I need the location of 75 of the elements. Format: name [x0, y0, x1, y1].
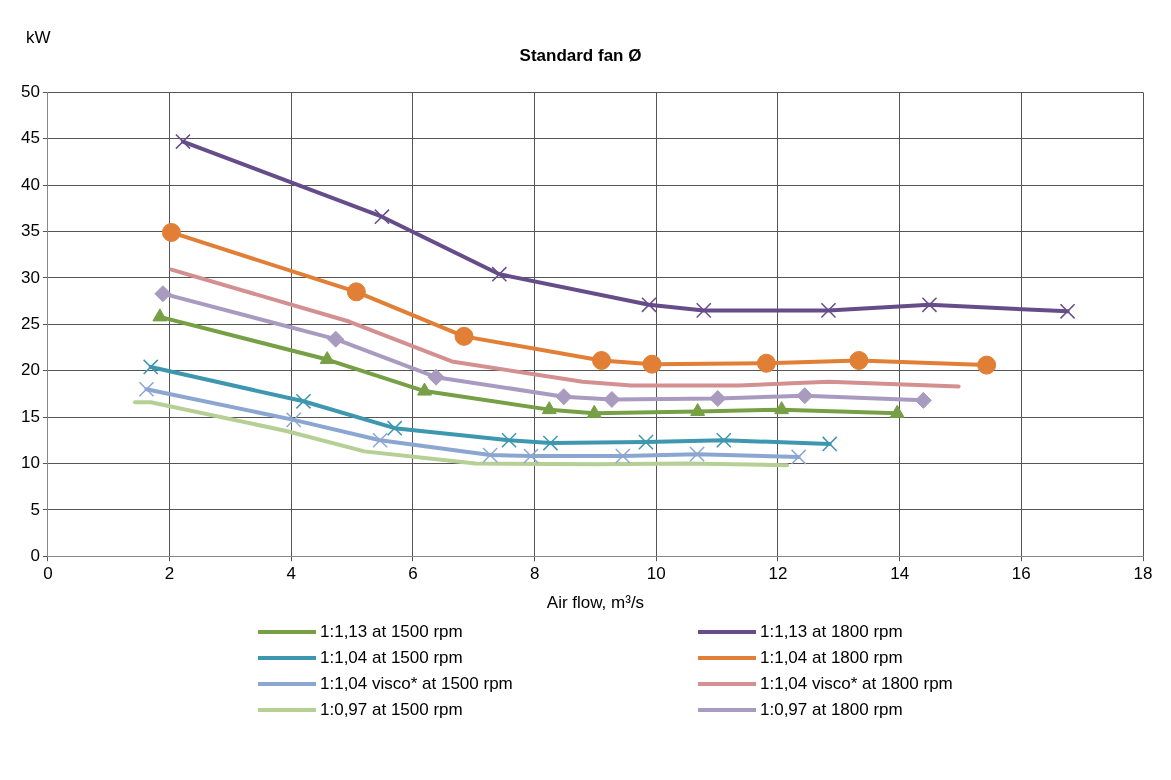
point [709, 390, 727, 408]
x-tick-label: 4 [286, 564, 296, 584]
x-tick-label: 16 [1011, 564, 1031, 584]
point [372, 432, 388, 449]
point [374, 208, 390, 225]
legend-label: 1:1,04 at 1500 rpm [320, 648, 463, 668]
y-tick-label: 5 [30, 499, 40, 519]
x-tick-label: 0 [43, 564, 53, 584]
point [285, 412, 302, 428]
x-tick-label: 12 [768, 564, 788, 584]
y-tick-label: 45 [20, 128, 40, 148]
point [327, 330, 345, 348]
point [642, 354, 662, 374]
point [689, 446, 705, 462]
point [523, 448, 539, 464]
x-tick-label: 8 [529, 564, 540, 584]
point [921, 297, 938, 313]
legend-label: 1:1,13 at 1500 rpm [320, 622, 463, 642]
point [641, 297, 657, 313]
point [603, 390, 621, 408]
point [638, 434, 654, 450]
x-tick-label: 10 [646, 564, 666, 584]
point [175, 133, 191, 150]
x-tick-label: 14 [890, 564, 910, 584]
point [1059, 303, 1076, 320]
point [821, 436, 838, 452]
point [756, 353, 776, 373]
y-axis-title: kW [26, 28, 51, 48]
point [555, 388, 573, 406]
point [417, 382, 432, 396]
point [615, 448, 631, 464]
point [154, 285, 172, 303]
legend-label: 1:1,13 at 1800 rpm [760, 622, 903, 642]
legend-label: 1:1,04 at 1800 rpm [760, 648, 903, 668]
legend-label: 1:1,04 visco* at 1800 rpm [760, 674, 953, 694]
legend-label: 1:1,04 visco* at 1500 rpm [320, 674, 513, 694]
y-tick-label: 20 [20, 360, 40, 380]
point [977, 355, 997, 375]
point [790, 449, 807, 465]
y-tick-label: 35 [20, 221, 40, 241]
point [386, 420, 403, 437]
point [427, 368, 445, 386]
y-tick-label: 50 [20, 82, 40, 102]
y-tick-label: 25 [20, 313, 40, 333]
point [138, 381, 155, 398]
point [295, 393, 312, 410]
legend-label: 1:0,97 at 1800 rpm [760, 700, 903, 720]
point [820, 302, 837, 319]
point [161, 222, 181, 242]
point [716, 432, 732, 449]
legend-label: 1:0,97 at 1500 rpm [320, 700, 463, 720]
x-tick-label: 6 [408, 564, 418, 584]
point [454, 326, 474, 346]
x-axis-title: Air flow, m³/s [546, 593, 645, 613]
point [319, 351, 335, 365]
point [501, 432, 517, 449]
y-tick-label: 30 [20, 267, 40, 287]
x-tick-label: 2 [164, 564, 175, 584]
point [491, 266, 508, 283]
point [592, 350, 612, 370]
point [152, 308, 168, 322]
point [542, 435, 559, 451]
point [541, 401, 557, 415]
y-tick-label: 15 [20, 406, 40, 426]
point [695, 302, 712, 319]
point [849, 350, 869, 370]
x-tick-label: 18 [1133, 564, 1153, 584]
y-tick-label: 0 [30, 545, 40, 565]
point [142, 359, 159, 375]
chart-title: Standard fan Ø [519, 45, 642, 65]
y-tick-label: 10 [20, 453, 40, 473]
point [482, 447, 499, 463]
point [346, 282, 366, 302]
y-tick-label: 40 [20, 174, 40, 194]
point [774, 401, 790, 415]
